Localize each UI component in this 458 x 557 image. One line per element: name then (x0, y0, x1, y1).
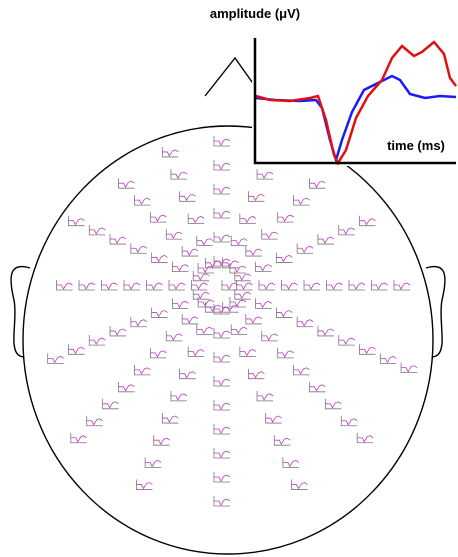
head-outline (23, 126, 433, 554)
page: amplitude (μV) time (ms) (() => { const … (0, 0, 458, 557)
y-axis-label: amplitude (μV) (210, 6, 300, 21)
x-axis-label: time (ms) (387, 138, 445, 153)
topoplot: amplitude (μV) time (ms) (0, 0, 458, 557)
